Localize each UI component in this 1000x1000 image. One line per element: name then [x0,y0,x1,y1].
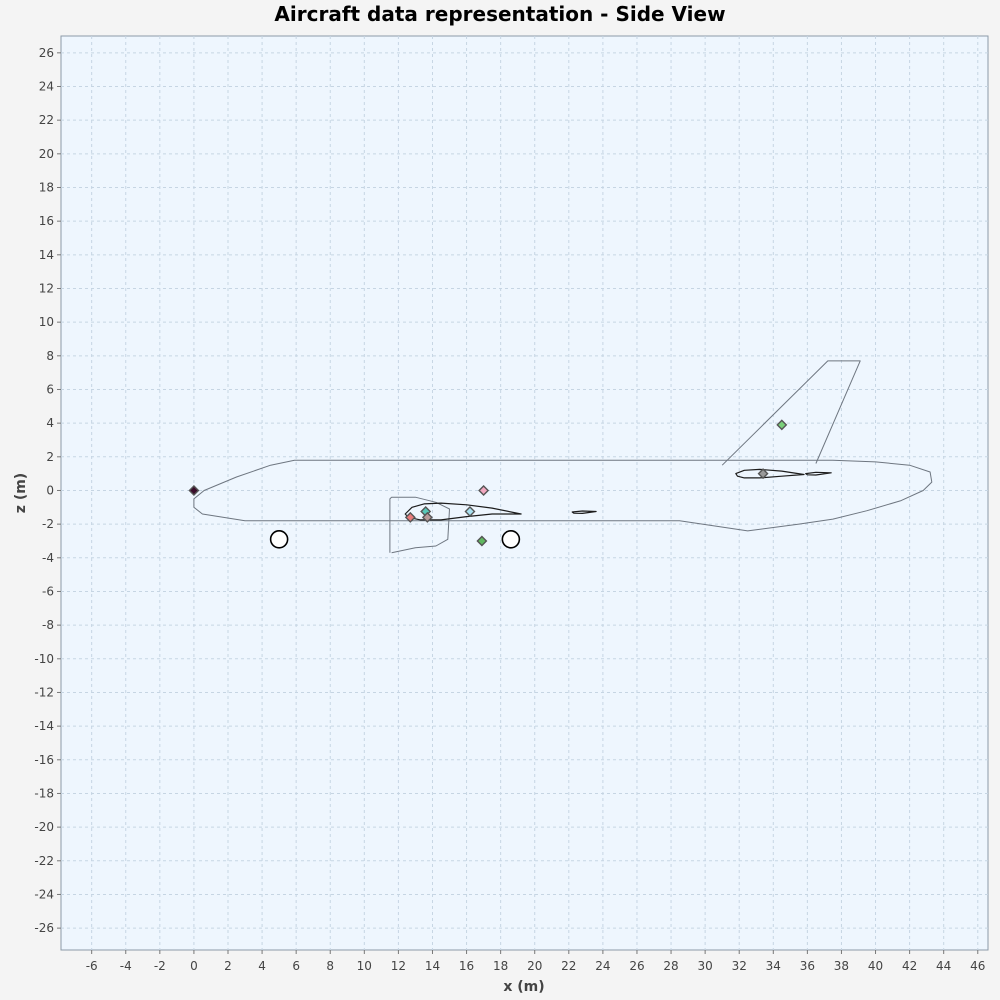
y-tick-label: -24 [34,887,54,901]
x-tick-label: -4 [120,959,132,973]
x-tick-label: 30 [697,959,712,973]
data-point-marker [404,511,416,523]
y-tick-label: -26 [34,921,54,935]
small-airfoil-outline [571,510,597,515]
x-tick-label: -6 [86,959,98,973]
y-tick-label: -18 [34,786,54,800]
y-tick-labels: -26-24-22-20-18-16-14-12-10-8-6-4-202468… [34,46,61,935]
y-tick-label: 12 [39,281,54,295]
y-tick-label: -10 [34,652,54,666]
x-tick-label: 20 [527,959,542,973]
data-point-marker [421,511,433,523]
nose-wheel [269,529,289,549]
y-tick-label: -14 [34,719,54,733]
y-tick-label: 26 [39,46,54,60]
x-tick-label: -2 [154,959,166,973]
x-tick-label: 46 [970,959,985,973]
horizontal-tail-airfoil-outline [735,468,805,479]
y-tick-label: 0 [46,483,54,497]
y-tick-label: 8 [46,349,54,363]
x-tick-label: 8 [326,959,334,973]
data-point-marker [464,506,476,518]
x-tick-label: 2 [224,959,232,973]
fuselage-outline [193,459,933,532]
data-point-marker [757,468,769,480]
nacelle-outline [389,496,450,554]
y-tick-label: 22 [39,113,54,127]
x-tick-label: 36 [800,959,815,973]
plot-background [60,35,989,951]
x-tick-label: 12 [391,959,406,973]
y-tick-label: -2 [42,517,54,531]
x-tick-label: 6 [292,959,300,973]
y-tick-label: 2 [46,450,54,464]
aircraft-outlines [193,360,933,554]
x-tick-label: 22 [561,959,576,973]
x-tick-label: 14 [425,959,440,973]
x-tick-label: 28 [663,959,678,973]
x-tick-labels: -6 -4 -2 0 2 4 6 8 10 12 14 16 18 20 22 24 26 28 30 32 34 36 3… [86,950,985,973]
grid-lines [61,36,988,950]
canard-airfoil-outline [805,471,832,476]
chart-title: Aircraft data representation - Side View [274,2,726,26]
x-tick-label: 44 [936,959,951,973]
y-tick-label: -12 [34,685,54,699]
x-axis-label: x (m) [503,979,544,995]
x-tick-label: 40 [868,959,883,973]
x-tick-label: 18 [493,959,508,973]
y-tick-label: 20 [39,147,54,161]
y-tick-label: -22 [34,854,54,868]
y-tick-label: 18 [39,180,54,194]
y-tick-label: -20 [34,820,54,834]
y-tick-label: -6 [42,584,54,598]
y-tick-label: 14 [39,248,54,262]
y-tick-label: 4 [46,416,54,430]
wing-airfoil-outline [404,502,522,521]
data-point-marker [478,484,490,496]
x-tick-label: 24 [595,959,610,973]
x-tick-label: 10 [357,959,372,973]
main-wheel [501,529,521,549]
vertical-tail-outline [721,360,861,466]
landing-gear [269,529,521,549]
x-tick-label: 38 [834,959,849,973]
y-axis-label: z (m) [13,473,29,513]
data-points [188,419,788,547]
y-tick-label: -4 [42,551,54,565]
y-tick-label: 24 [39,79,54,93]
y-tick-label: 10 [39,315,54,329]
x-tick-label: 32 [732,959,747,973]
data-point-marker [188,484,200,496]
x-tick-label: 4 [258,959,266,973]
y-tick-label: -8 [42,618,54,632]
x-tick-label: 42 [902,959,917,973]
y-tick-label: -16 [34,753,54,767]
x-tick-label: 26 [629,959,644,973]
x-tick-label: 16 [459,959,474,973]
x-tick-label: 34 [766,959,781,973]
y-tick-label: 16 [39,214,54,228]
y-tick-label: 6 [46,382,54,396]
data-point-marker [476,535,488,547]
x-tick-label: 0 [190,959,198,973]
data-point-marker [776,419,788,431]
